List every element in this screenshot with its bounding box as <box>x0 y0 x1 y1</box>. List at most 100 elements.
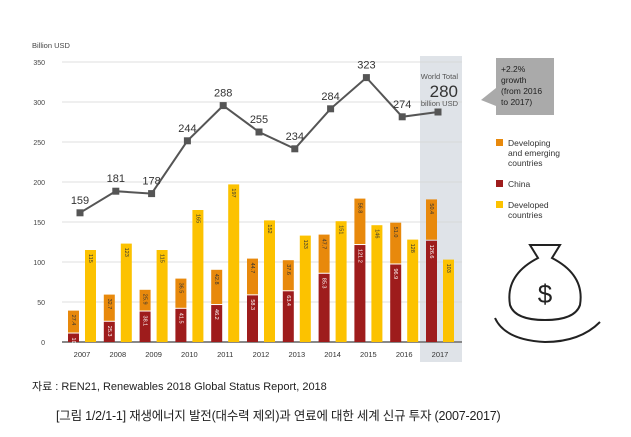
developing-bar <box>318 234 330 273</box>
total-value-label: 284 <box>321 91 339 103</box>
world-total-label: World Total <box>421 72 459 81</box>
developed-bar <box>335 221 347 342</box>
y-tick-label: 150 <box>33 220 45 227</box>
total-point <box>434 108 442 116</box>
china-bar <box>68 333 79 342</box>
total-value-label: 178 <box>142 176 160 188</box>
developed-value-label: 103 <box>445 264 451 273</box>
y-tick-label: 50 <box>37 300 45 307</box>
x-tick-label: 2014 <box>324 350 341 359</box>
legend-swatch <box>496 201 503 208</box>
developed-bar <box>156 250 168 342</box>
developing-value-label: 36.5 <box>177 283 183 294</box>
developed-bar <box>407 239 419 342</box>
world-total-unit: billion USD <box>421 99 459 108</box>
china-bar <box>103 321 115 342</box>
china-bar <box>211 305 223 342</box>
total-value-label: 234 <box>286 131 304 143</box>
developed-value-label: 128 <box>409 244 415 253</box>
x-tick-label: 2011 <box>217 350 233 359</box>
total-point <box>291 145 299 153</box>
china-value-label: 126.6 <box>428 245 434 259</box>
x-tick-label: 2010 <box>181 350 198 359</box>
money-bag-icon <box>508 244 582 322</box>
hand-icon <box>494 317 601 344</box>
total-point <box>327 105 335 113</box>
developed-value-label: 165 <box>194 214 200 223</box>
total-value-label: 274 <box>393 99 411 111</box>
developed-bar <box>264 220 275 342</box>
total-value-label: 244 <box>178 123 196 135</box>
china-bar <box>390 264 402 342</box>
developed-value-label: 151 <box>338 225 344 234</box>
developing-bar <box>390 222 402 264</box>
total-point <box>398 113 406 121</box>
legend-label: and emerging <box>508 148 560 158</box>
developed-value-label: 146 <box>373 229 379 238</box>
legend-label: China <box>508 179 530 189</box>
legend-swatch <box>496 180 503 187</box>
china-value-label: 10.6 <box>70 338 76 349</box>
developed-bar <box>120 243 132 342</box>
china-bar <box>426 240 437 342</box>
x-tick-label: 2015 <box>360 350 377 359</box>
x-tick-label: 2016 <box>396 350 413 359</box>
y-tick-label: 300 <box>33 100 45 107</box>
developing-bar <box>354 198 366 245</box>
total-line <box>79 76 439 214</box>
developing-value-label: 25.9 <box>142 294 148 305</box>
china-value-label: 46.2 <box>213 309 219 320</box>
total-value-label: 288 <box>214 88 232 100</box>
developing-value-label: 37.6 <box>285 264 291 275</box>
y-tick-label: 0 <box>41 340 45 347</box>
world-total-value: 280 <box>430 82 458 101</box>
total-point <box>112 187 120 195</box>
total-value-label: 323 <box>357 60 375 72</box>
china-bar <box>247 295 258 342</box>
developed-bar <box>85 250 96 342</box>
china-value-label: 96.9 <box>392 268 398 279</box>
developing-bar <box>139 289 151 311</box>
total-point <box>255 128 263 136</box>
developed-value-label: 133 <box>302 240 308 249</box>
developed-bar <box>228 184 240 342</box>
callout-text: +2.2% <box>501 64 526 74</box>
x-tick-label: 2013 <box>288 350 305 359</box>
legend-label: Developing <box>508 138 551 148</box>
x-tick-label: 2009 <box>145 350 162 359</box>
developed-bar <box>299 235 311 342</box>
china-value-label: 121.2 <box>356 249 362 263</box>
x-tick-label: 2012 <box>253 350 270 359</box>
x-tick-label: 2008 <box>109 350 126 359</box>
callout-text: to 2017) <box>501 97 532 107</box>
growth-callout <box>496 58 554 115</box>
developed-bar <box>443 259 454 342</box>
y-tick-label: 350 <box>33 60 45 67</box>
developing-value-label: 44.7 <box>249 263 255 274</box>
dollar-sign-icon: $ <box>538 279 553 309</box>
china-bar <box>354 245 366 342</box>
y-tick-label: 100 <box>33 260 45 267</box>
developing-bar <box>175 278 187 308</box>
callout-text: (from 2016 <box>501 86 542 96</box>
developing-value-label: 51.0 <box>392 227 398 238</box>
china-value-label: 85.3 <box>321 278 327 289</box>
x-tick-label: 2007 <box>74 350 91 359</box>
china-value-label: 63.4 <box>285 295 291 306</box>
total-value-label: 255 <box>250 114 268 126</box>
developed-value-label: 115 <box>159 254 165 263</box>
developing-bar <box>103 294 115 321</box>
developed-value-label: 115 <box>87 254 93 263</box>
callout-text: growth <box>501 75 527 85</box>
y-axis-label: Billion USD <box>32 41 71 50</box>
developing-bar <box>247 258 258 295</box>
china-bar <box>318 273 330 342</box>
developing-value-label: 47.7 <box>321 239 327 250</box>
developed-bar <box>192 210 204 342</box>
x-tick-label: 2017 <box>432 350 449 359</box>
callout-pointer <box>481 88 496 106</box>
developing-bar <box>282 260 294 291</box>
developing-bar <box>68 310 79 333</box>
total-point <box>76 209 84 217</box>
